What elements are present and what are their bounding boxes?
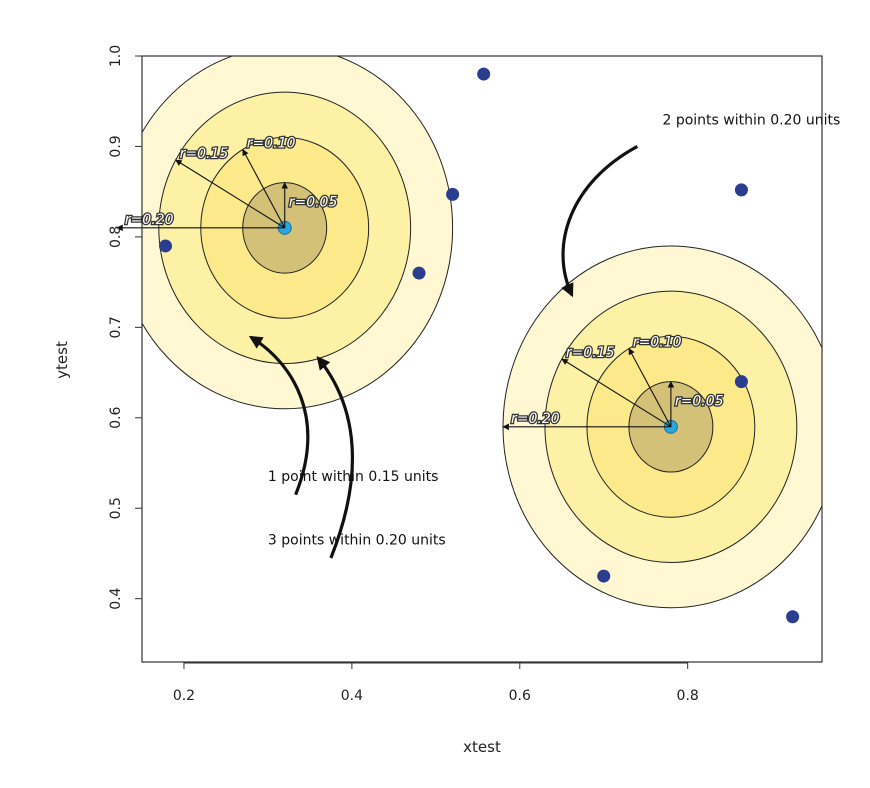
data-point — [446, 187, 460, 201]
radius-label: r=0.20 — [511, 411, 560, 427]
annotation-label: 2 points within 0.20 units — [662, 113, 840, 129]
data-point — [734, 183, 748, 197]
radius-label: r=0.10 — [633, 335, 682, 351]
radius-arrow — [628, 347, 672, 428]
data-point — [477, 67, 491, 81]
x-tick-label: 0.4 — [341, 688, 363, 704]
radius-arrow — [561, 358, 672, 428]
y-axis-label: ytest — [53, 341, 71, 379]
x-tick-label: 0.8 — [677, 688, 699, 704]
radius-label: r=0.15 — [566, 345, 615, 361]
contour-rings — [142, 56, 822, 609]
radius-label: r=0.20 — [125, 212, 174, 228]
annotation-arrow — [248, 335, 310, 496]
annotation-arrows: r=0.05 r=0.10 r=0.15 r=0.20 r=0.05 r=0.10 r=0.… — [116, 134, 725, 559]
y-tick-label: 0.6 — [108, 407, 124, 429]
data-point — [734, 375, 748, 389]
x-axis-label: xtest — [463, 738, 501, 756]
y-tick-label: 0.5 — [108, 497, 124, 519]
annotation-label: 3 points within 0.20 units — [268, 532, 446, 548]
radius-label: r=0.10 — [247, 136, 296, 152]
annotation-label: 1 point within 0.15 units — [268, 469, 438, 485]
data-point — [597, 569, 611, 583]
radius-arrow — [242, 148, 286, 229]
plot-frame — [141, 55, 823, 663]
radius-label: r=0.15 — [180, 146, 229, 162]
data-point — [159, 239, 173, 253]
y-tick-label: 0.9 — [108, 135, 124, 157]
annotation-arrow — [561, 145, 639, 298]
y-axis: 0.4 0.5 0.6 0.7 0.8 0.9 1.0 — [108, 45, 142, 610]
data-point — [786, 610, 800, 624]
y-tick-label: 1.0 — [108, 45, 124, 67]
y-tick-label: 0.4 — [108, 587, 124, 609]
data-point — [412, 266, 426, 280]
x-tick-label: 0.6 — [509, 688, 531, 704]
radius-label: r=0.05 — [289, 195, 338, 211]
y-tick-label: 0.7 — [108, 316, 124, 338]
radius-label: r=0.05 — [675, 394, 724, 410]
x-tick-label: 0.2 — [173, 688, 195, 704]
y-tick-label: 0.8 — [108, 226, 124, 248]
annotation-arrow — [316, 356, 355, 559]
x-axis: 0.2 0.4 0.6 0.8 — [173, 662, 699, 704]
radius-arrow — [175, 159, 286, 229]
